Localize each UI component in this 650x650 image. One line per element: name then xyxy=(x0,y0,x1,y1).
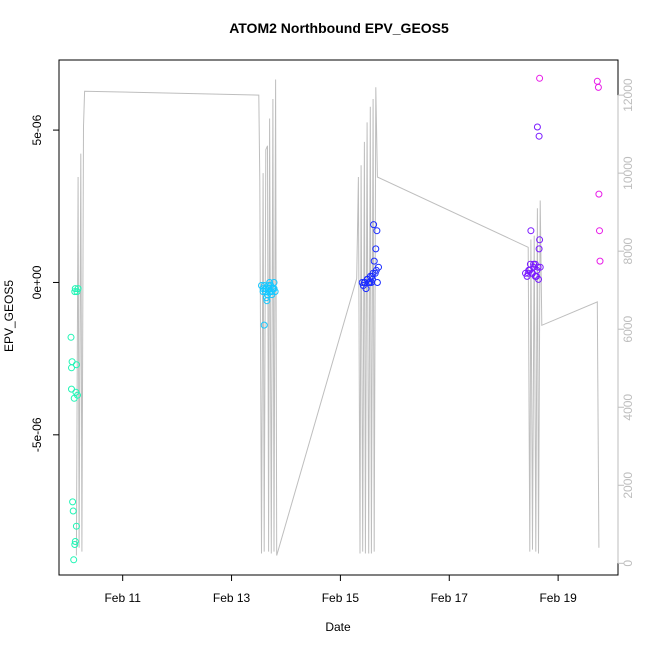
data-point xyxy=(71,288,79,296)
data-point xyxy=(270,285,278,293)
data-point xyxy=(263,297,271,305)
data-point xyxy=(533,123,541,131)
data-point xyxy=(67,333,75,341)
data-point xyxy=(595,190,603,198)
x-tick-label: Feb 17 xyxy=(431,591,469,605)
x-tick-label: Feb 15 xyxy=(322,591,360,605)
data-point xyxy=(68,358,76,366)
data-point xyxy=(71,538,79,545)
data-point xyxy=(265,282,273,289)
data-point xyxy=(536,236,544,244)
x-axis-label: Date xyxy=(325,620,351,634)
x-tick-label: Feb 11 xyxy=(104,591,141,605)
x-tick-label: Feb 13 xyxy=(213,591,251,605)
epv-points xyxy=(67,74,604,564)
data-point xyxy=(535,245,543,253)
data-point xyxy=(596,257,604,265)
y2-tick-label: 4000 xyxy=(621,394,635,421)
data-point xyxy=(369,275,376,283)
data-point xyxy=(262,294,270,302)
data-point xyxy=(536,263,544,271)
y2-tick-label: 12000 xyxy=(621,78,635,112)
data-point xyxy=(70,556,78,564)
data-point xyxy=(373,227,381,235)
y2-tick-label: 8000 xyxy=(621,238,635,265)
data-point xyxy=(260,321,268,329)
data-point xyxy=(74,391,81,399)
y-axis-right: 0 2000 4000 6000 8000 10000 12000 xyxy=(617,78,635,567)
data-point xyxy=(72,522,80,530)
data-point xyxy=(529,269,536,277)
x-axis: Feb 11 Feb 13 Feb 15 Feb 17 Feb 19 xyxy=(104,574,577,605)
data-point xyxy=(373,279,381,286)
y2-tick-label: 10000 xyxy=(621,156,635,190)
data-point xyxy=(69,498,77,506)
chart-title: ATOM2 Northbound EPV_GEOS5 xyxy=(229,20,449,36)
data-point xyxy=(71,541,79,548)
data-point xyxy=(71,285,79,293)
data-point xyxy=(596,227,603,235)
altitude-series xyxy=(75,79,600,556)
y2-tick-label: 2000 xyxy=(621,472,635,499)
data-point xyxy=(72,361,80,369)
data-point xyxy=(527,227,535,235)
y-tick-label: 5e-06 xyxy=(30,114,44,145)
altitude-line xyxy=(75,79,600,556)
y2-tick-label: 6000 xyxy=(621,316,635,343)
y2-tick-label: 0 xyxy=(621,560,635,567)
data-point xyxy=(536,74,544,82)
data-point xyxy=(535,132,543,140)
data-point xyxy=(534,263,542,271)
y-tick-label: 0e+00 xyxy=(30,265,44,299)
data-point xyxy=(368,272,376,280)
x-tick-label: Feb 19 xyxy=(539,591,577,605)
y-tick-label: -5e-06 xyxy=(30,417,44,452)
data-point xyxy=(69,507,77,515)
data-point xyxy=(372,266,380,274)
data-point xyxy=(593,77,601,85)
data-point xyxy=(266,279,274,286)
data-point xyxy=(594,83,602,91)
data-point xyxy=(372,245,380,253)
y-axis-left: -5e-06 0e+00 5e-06 xyxy=(30,114,60,452)
data-point xyxy=(370,221,378,229)
y-axis-label: EPV_GEOS5 xyxy=(2,280,16,352)
data-point xyxy=(370,257,378,265)
